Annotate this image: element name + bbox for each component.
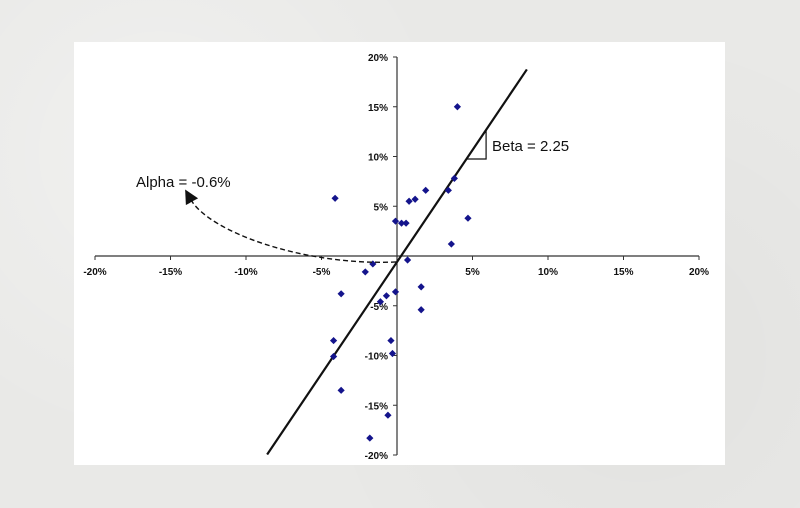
data-point	[405, 197, 413, 205]
data-point	[366, 434, 374, 442]
y-tick-label: 10%	[368, 153, 388, 164]
data-point	[417, 306, 425, 314]
data-point	[447, 240, 455, 248]
data-point	[402, 219, 410, 227]
data-point	[388, 349, 397, 358]
data-point	[329, 352, 338, 361]
y-tick-label: 15%	[368, 103, 388, 114]
data-point	[376, 298, 384, 306]
x-tick-label: -20%	[83, 267, 106, 278]
regression-line	[266, 68, 528, 456]
y-tick-label: -15%	[365, 401, 388, 412]
chart-panel: -20% -15% -10% -5% 5% 10% 15% 20% 20% 15% 10% 5% -5%…	[74, 42, 725, 465]
data-point	[403, 256, 412, 264]
data-point	[361, 268, 369, 276]
data-point	[391, 217, 400, 225]
data-point	[450, 174, 458, 182]
data-point	[453, 103, 461, 111]
data-point	[382, 292, 391, 300]
data-point	[329, 336, 338, 345]
alpha-label: Alpha = -0.6%	[136, 174, 231, 191]
data-point	[384, 411, 392, 419]
data-point	[391, 288, 400, 296]
x-tick-label: 10%	[538, 267, 558, 278]
data-point	[417, 283, 425, 291]
data-point	[337, 290, 345, 298]
data-point	[331, 194, 339, 202]
data-point	[397, 219, 406, 227]
x-tick-label: 15%	[613, 267, 633, 278]
beta-label: Beta = 2.25	[492, 138, 569, 155]
alpha-arrow	[185, 189, 397, 263]
data-point	[387, 336, 395, 345]
y-tick-label: 20%	[368, 53, 388, 64]
y-tick-label: -5%	[370, 302, 388, 313]
y-tick-label: 5%	[374, 202, 389, 213]
y-tick-label: -10%	[365, 352, 388, 363]
x-tick-label: -10%	[234, 267, 257, 278]
data-point	[411, 195, 419, 203]
x-tick-label: 20%	[689, 267, 709, 278]
data-point	[337, 386, 345, 394]
x-tick-label: 5%	[465, 267, 480, 278]
y-tick-label: -20%	[365, 451, 388, 462]
scatter-chart: -20% -15% -10% -5% 5% 10% 15% 20% 20% 15% 10% 5% -5%…	[83, 53, 709, 462]
data-point	[464, 214, 472, 222]
data-point	[422, 186, 430, 194]
beta-slope-triangle	[466, 129, 487, 160]
data-point	[369, 260, 377, 268]
x-tick-label: -5%	[313, 267, 331, 278]
data-point	[444, 186, 452, 194]
x-tick-label: -15%	[159, 267, 182, 278]
